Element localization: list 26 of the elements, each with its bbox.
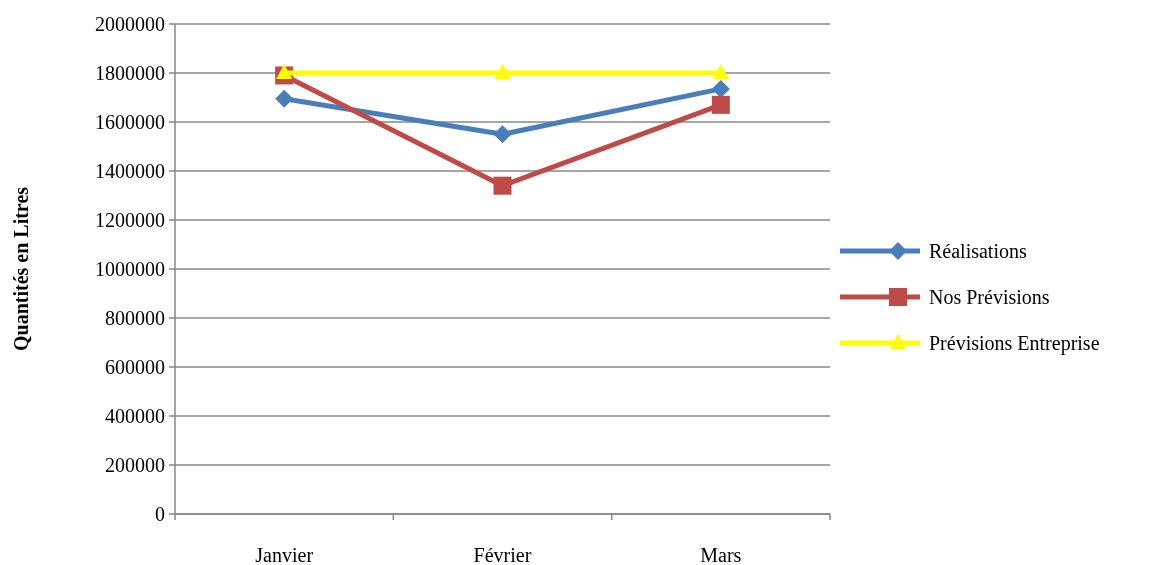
point xyxy=(494,64,511,79)
y-axis-title: Quantités en Litres xyxy=(10,186,32,352)
point xyxy=(493,125,512,144)
point xyxy=(275,89,294,108)
y-tick-label: 600000 xyxy=(105,356,165,378)
y-tick-label: 1000000 xyxy=(95,258,165,280)
legend-label: Nos Prévisions xyxy=(929,286,1050,308)
legend-label: Prévisions Entreprise xyxy=(929,332,1100,355)
legend-label: Réalisations xyxy=(929,240,1027,262)
point xyxy=(712,64,729,79)
x-tick-label: Février xyxy=(473,544,532,565)
y-tick-label: 1200000 xyxy=(95,209,165,231)
y-tick-label: 800000 xyxy=(105,307,165,329)
point xyxy=(276,64,293,79)
point xyxy=(493,176,512,195)
x-tick-label: Mars xyxy=(700,544,742,565)
y-tick-label: 200000 xyxy=(105,454,165,476)
y-tick-label: 1400000 xyxy=(95,160,165,182)
y-tick-label: 0 xyxy=(155,503,165,525)
x-tick-label: Janvier xyxy=(255,544,314,565)
y-tick-label: 1800000 xyxy=(95,62,165,84)
y-tick-label: 1600000 xyxy=(95,111,165,133)
point xyxy=(711,95,730,114)
y-tick-label: 2000000 xyxy=(95,13,165,35)
point xyxy=(711,79,730,98)
y-tick-label: 400000 xyxy=(105,405,165,427)
